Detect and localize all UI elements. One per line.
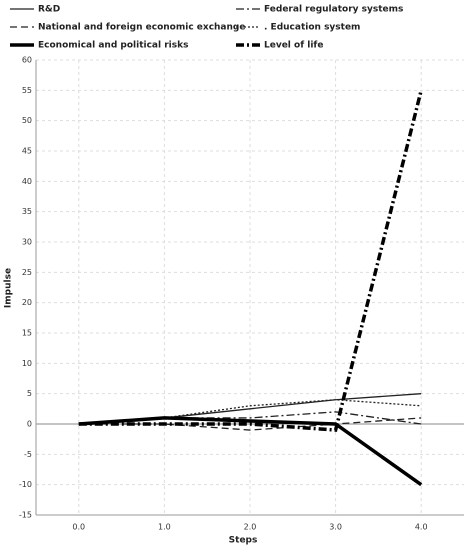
y-tick-label: 15 [22,329,32,338]
series-line [78,417,422,431]
legend-label: Level of life [264,41,323,51]
x-tick-label: 3.0 [329,523,342,532]
x-tick-label: 4.0 [415,523,428,532]
legend-label: Federal regulatory systems [264,5,403,15]
y-tick-label: 10 [22,359,32,368]
series-line [78,89,423,432]
y-tick-label: 20 [22,298,32,307]
y-tick-label: 35 [22,207,32,216]
legend-label: R&D [38,5,60,15]
y-tick-label: 50 [22,116,32,125]
y-tick-label: 30 [22,238,32,247]
series-line [78,411,422,425]
x-tick-label: 2.0 [244,523,257,532]
y-axis-label: Impulse [4,268,14,308]
y-tick-label: 25 [22,268,32,277]
x-axis-label: Steps [229,536,258,546]
y-tick-label: 55 [22,86,32,95]
y-tick-label: -5 [24,450,32,459]
y-tick-label: 40 [22,177,32,186]
y-tick-label: 5 [27,389,32,398]
y-tick-label: 60 [22,56,32,65]
y-tick-label: 0 [27,420,32,429]
y-tick-label: -10 [19,480,32,489]
x-tick-label: 1.0 [158,523,171,532]
legend-label: Economical and political risks [38,41,188,51]
y-tick-label: 45 [22,147,32,156]
series-line [78,416,423,487]
legend-label: National and foreign economic exchange [38,23,245,33]
y-tick-label: -15 [19,511,32,520]
x-tick-label: 0.0 [72,523,85,532]
legend-label: . Education system [264,23,360,33]
